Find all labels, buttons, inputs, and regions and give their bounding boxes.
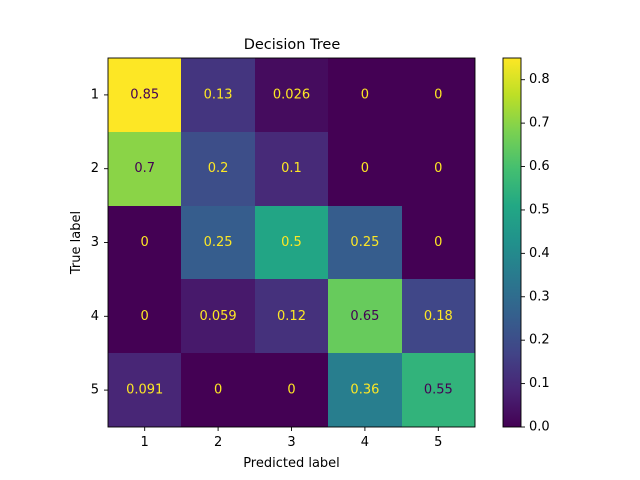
colorbar-tick-label: 0.4	[529, 246, 550, 261]
heatmap-cell	[402, 206, 475, 279]
colorbar-ticks: 0.0 0.1 0.2 0.3 0.4 0.5 0.6 0.7 0.8	[521, 72, 550, 435]
x-tick-label: 2	[214, 435, 222, 450]
heatmap-cells	[108, 58, 475, 427]
cell-value-label: 0	[361, 87, 369, 102]
heatmap-cell	[181, 279, 255, 353]
heatmap-cell	[108, 279, 181, 353]
cell-value-label: 0	[434, 87, 442, 102]
cell-value-label: 0.25	[350, 235, 379, 250]
y-axis-ticks: 1 2 3 4 5	[91, 87, 108, 398]
heatmap-cell	[402, 132, 475, 206]
heatmap-cell	[402, 58, 475, 132]
cell-value-label: 0.7	[134, 161, 155, 176]
heatmap-cell	[255, 206, 328, 279]
x-axis-label: Predicted label	[243, 456, 340, 471]
x-tick-label: 5	[434, 435, 442, 450]
cell-value-label: 0.55	[424, 383, 453, 398]
cell-value-label: 0.026	[273, 87, 310, 102]
colorbar-tick-label: 0.3	[529, 289, 550, 304]
y-axis-label: True label	[69, 211, 84, 275]
colorbar	[503, 58, 521, 427]
heatmap-cell	[108, 58, 181, 132]
cell-value-label: 0.65	[350, 309, 379, 324]
y-tick-label: 1	[91, 87, 99, 102]
y-tick-label: 4	[91, 309, 99, 324]
y-tick-label: 2	[91, 161, 99, 176]
cell-value-label: 0.5	[281, 235, 302, 250]
heatmap-cell	[108, 132, 181, 206]
colorbar-frame	[502, 57, 522, 428]
cell-value-label: 0	[287, 383, 295, 398]
heatmap-cell	[181, 132, 255, 206]
x-tick-label: 1	[141, 435, 149, 450]
cell-value-label: 0	[434, 235, 442, 250]
cell-value-label: 0.36	[350, 383, 379, 398]
cell-value-label: 0.059	[199, 309, 236, 324]
cell-value-label: 0	[141, 309, 149, 324]
y-tick-label: 3	[91, 235, 99, 250]
heatmap-cell	[108, 206, 181, 279]
heatmap-cell	[255, 132, 328, 206]
cell-value-label: 0	[434, 161, 442, 176]
cell-value-label: 0	[361, 161, 369, 176]
colorbar-tick-label: 0.6	[529, 159, 550, 174]
colorbar-tick-label: 0.0	[529, 420, 550, 435]
colorbar-tick-label: 0.7	[529, 116, 550, 131]
heatmap-cell	[255, 58, 328, 132]
colorbar-tick-label: 0.2	[529, 333, 550, 348]
x-tick-label: 4	[361, 435, 369, 450]
heatmap-cell	[402, 279, 475, 353]
heatmap-cell	[255, 353, 328, 427]
heatmap-cell	[328, 279, 402, 353]
colorbar-tick-label: 0.8	[529, 72, 550, 87]
heatmap-cell	[328, 206, 402, 279]
chart-title: Decision Tree	[244, 37, 341, 53]
x-tick-label: 3	[287, 435, 295, 450]
heatmap-cell	[108, 353, 181, 427]
cell-value-label: 0.13	[204, 87, 233, 102]
cell-value-label: 0.18	[424, 309, 453, 324]
colorbar-tick-label: 0.1	[529, 376, 550, 391]
heatmap-cell	[181, 206, 255, 279]
heatmap-cell-labels: 0.85 0.13 0.026 0 0 0.7 0.2 0.1 0 0 0 0.25 0.5 0.25 0 0…	[126, 87, 453, 397]
heatmap-cell	[255, 279, 328, 353]
colorbar-tick-label: 0.5	[529, 202, 550, 217]
cell-value-label: 0	[214, 383, 222, 398]
x-axis-ticks: 1 2 3 4 5	[141, 427, 442, 450]
heatmap-cell	[328, 353, 402, 427]
cell-value-label: 0.25	[204, 235, 233, 250]
heatmap-cell	[181, 353, 255, 427]
heatmap-cell	[328, 132, 402, 206]
cell-value-label: 0.12	[277, 309, 306, 324]
cell-value-label: 0.85	[130, 87, 159, 102]
cell-value-label: 0.091	[126, 383, 163, 398]
y-tick-label: 5	[91, 383, 99, 398]
cell-value-label: 0	[141, 235, 149, 250]
heatmap-cell	[181, 58, 255, 132]
heatmap-cell	[402, 353, 475, 427]
cell-value-label: 0.2	[208, 161, 229, 176]
heatmap-cell	[328, 58, 402, 132]
cell-value-label: 0.1	[281, 161, 302, 176]
